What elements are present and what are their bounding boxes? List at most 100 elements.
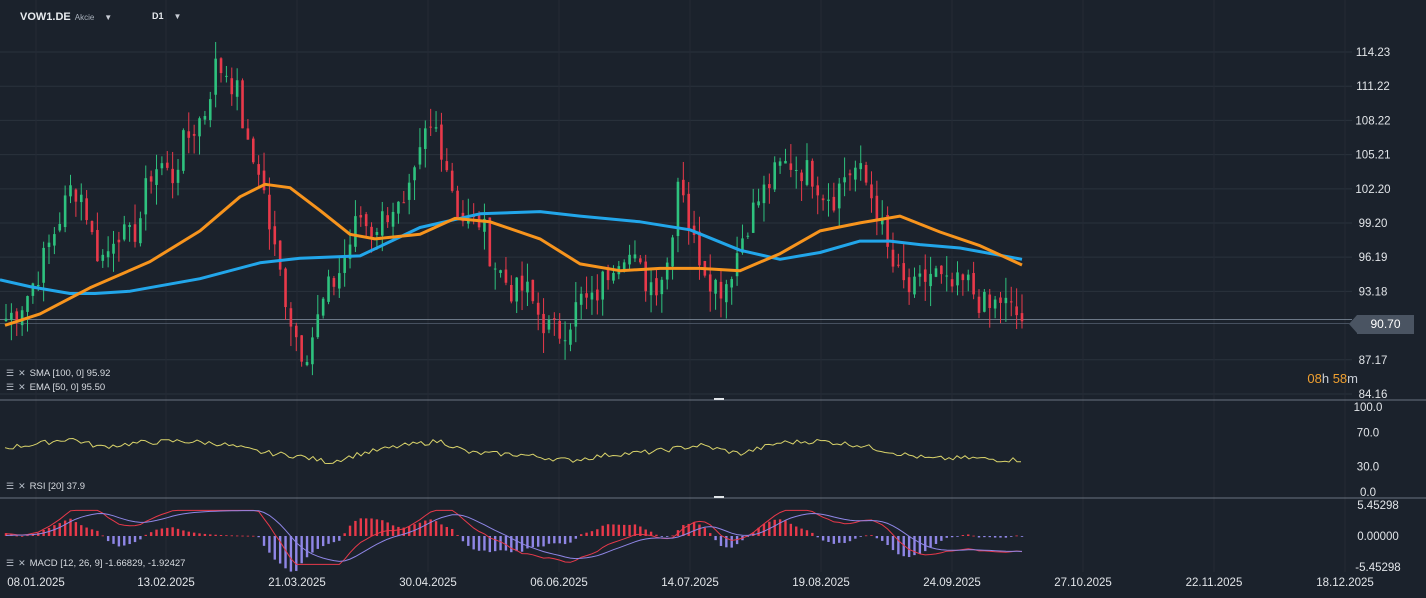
- macd-histogram-bar: [112, 536, 115, 544]
- symbol-selector[interactable]: VOW1.DE Akcie ▼: [20, 11, 112, 23]
- candle-body: [1020, 313, 1024, 322]
- macd-histogram-bar: [881, 536, 884, 541]
- macd-histogram-bar: [854, 536, 857, 539]
- macd-histogram-bar: [639, 526, 642, 536]
- macd-histogram-bar: [547, 536, 551, 544]
- candle-body: [187, 131, 191, 138]
- macd-histogram-bar: [354, 520, 357, 536]
- macd-histogram-bar: [117, 536, 121, 547]
- macd-histogram-bar: [924, 536, 927, 552]
- macd-histogram-bar: [434, 521, 438, 536]
- candle-body: [547, 319, 551, 330]
- candle-body: [241, 80, 244, 129]
- list-icon[interactable]: ☰: [6, 558, 16, 568]
- price-tick-label: 93.18: [1359, 286, 1388, 298]
- macd-histogram-bar: [692, 522, 696, 536]
- candle-body: [380, 211, 384, 236]
- macd-histogram-bar: [450, 528, 454, 536]
- macd-histogram-bar: [612, 524, 615, 536]
- macd-histogram-bar: [832, 536, 836, 544]
- list-icon[interactable]: ☰: [6, 481, 16, 491]
- macd-histogram-bar: [488, 536, 492, 553]
- candle-body: [837, 183, 841, 209]
- macd-histogram-bar: [381, 520, 384, 536]
- macd-histogram-bar: [311, 536, 314, 553]
- macd-histogram-bar: [499, 536, 502, 551]
- candle-body: [628, 254, 631, 265]
- price-axis: 114.23 111.22 108.22 105.21 102.20 99.20 96.19…: [1354, 47, 1401, 574]
- candle-body: [762, 184, 766, 204]
- candle-body: [832, 196, 836, 211]
- list-icon[interactable]: ☰: [6, 382, 16, 392]
- macd-histogram-bar: [63, 520, 67, 536]
- candle-body: [348, 244, 352, 259]
- macd-histogram-bar: [918, 536, 922, 554]
- candle-body: [923, 269, 927, 282]
- price-tick-label: 96.19: [1359, 252, 1388, 264]
- candle-body: [574, 302, 578, 327]
- candle-body: [386, 215, 389, 223]
- macd-histogram-bar: [504, 536, 508, 551]
- candle-body: [192, 133, 196, 136]
- candle-body: [375, 232, 379, 235]
- list-icon[interactable]: ☰: [6, 368, 16, 378]
- macd-histogram-bar: [563, 536, 567, 545]
- timeframe-selector[interactable]: D1 ▼: [152, 11, 181, 21]
- candle-body: [445, 161, 449, 171]
- rsi-tick-label: 100.0: [1354, 402, 1383, 414]
- macd-tick-label: 5.45298: [1357, 500, 1399, 512]
- candle-body: [929, 273, 932, 287]
- candle-body: [149, 176, 153, 182]
- time-axis: 08.01.2025 13.02.2025 21.03.2025 30.04.2025…: [7, 577, 1374, 589]
- macd-histogram-bar: [295, 536, 298, 571]
- macd-histogram-bar: [418, 522, 422, 536]
- macd-histogram-bar: [542, 536, 545, 547]
- macd-histogram-bar: [784, 520, 787, 536]
- candle-body: [633, 254, 637, 259]
- close-icon[interactable]: ✕: [18, 558, 27, 568]
- candle-body: [90, 221, 94, 233]
- candle-body: [42, 247, 45, 283]
- timer-hours: 08: [1307, 371, 1322, 386]
- macd-histogram-bar: [440, 524, 443, 536]
- candle-body: [1015, 306, 1018, 316]
- symbol-name: VOW1.DE: [20, 11, 71, 23]
- time-tick-label: 30.04.2025: [399, 577, 457, 589]
- macd-histogram-bar: [225, 535, 228, 537]
- macd-tick-label: 0.00000: [1357, 531, 1399, 543]
- close-icon[interactable]: ✕: [18, 368, 27, 378]
- macd-histogram-bar: [687, 523, 690, 536]
- candle-body: [961, 274, 965, 281]
- candle-body: [520, 275, 524, 291]
- macd-histogram-bar: [649, 531, 653, 536]
- candle-body: [644, 261, 648, 292]
- candle-body: [510, 284, 513, 302]
- candle-body: [859, 163, 863, 170]
- candle-body: [165, 162, 169, 168]
- time-tick-label: 06.06.2025: [530, 577, 588, 589]
- candle-body: [891, 249, 895, 267]
- price-tick-label: 114.23: [1356, 47, 1390, 59]
- candle-body: [440, 124, 443, 160]
- macd-histogram-bar: [273, 536, 276, 560]
- timeframe-label: D1: [152, 11, 164, 21]
- candle-body: [450, 170, 454, 191]
- candle-body: [182, 130, 185, 171]
- candle-body: [966, 274, 970, 281]
- candle-body: [746, 235, 750, 237]
- macd-histogram-bar: [800, 528, 803, 536]
- close-icon[interactable]: ✕: [18, 382, 27, 392]
- macd-histogram-bar: [96, 530, 99, 536]
- macd-histogram-bar: [144, 534, 147, 536]
- candle-body: [875, 195, 879, 222]
- grid-lines: [0, 51, 1352, 395]
- candle-body: [698, 231, 701, 266]
- candle-body: [214, 58, 217, 95]
- close-icon[interactable]: ✕: [18, 481, 27, 491]
- resize-handle: [714, 398, 724, 400]
- candle-body: [649, 282, 653, 296]
- candle-body: [391, 211, 395, 227]
- candle-body: [327, 276, 330, 302]
- macd-histogram-bar: [934, 536, 938, 544]
